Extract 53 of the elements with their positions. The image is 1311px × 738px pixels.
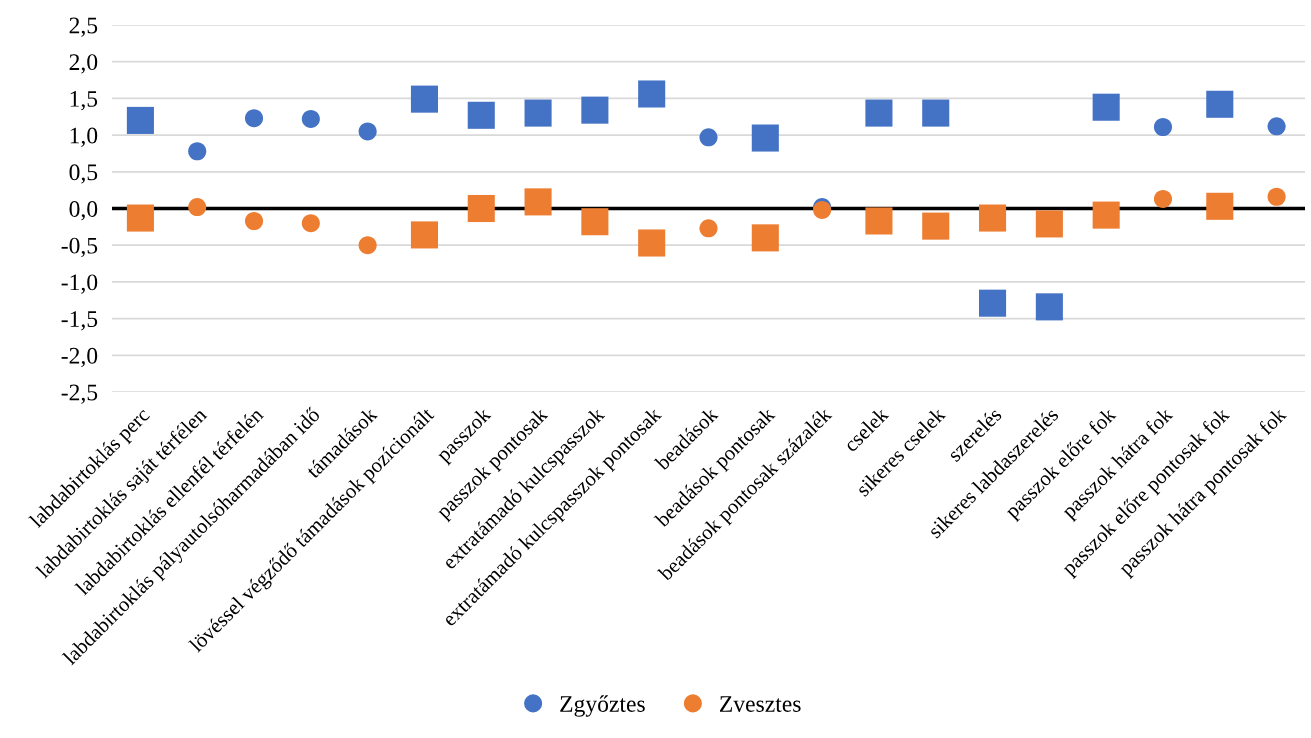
point: [865, 207, 893, 235]
point: [467, 194, 495, 223]
point: [188, 197, 207, 217]
point: [301, 109, 320, 129]
point: [979, 289, 1007, 317]
y-tick-label: -2,0: [61, 347, 98, 368]
legend-label: Zvesztes: [719, 696, 801, 712]
y-tick-label: -1,5: [61, 311, 98, 331]
y-tick-label: 0,5: [69, 164, 98, 184]
y-tick-label: 0,0: [69, 200, 98, 221]
point: [1153, 117, 1173, 137]
point: [126, 106, 154, 134]
point: [1153, 189, 1173, 209]
point: [524, 99, 552, 127]
y-tick-label: 1,0: [70, 127, 98, 147]
point: [1267, 187, 1286, 206]
point: [581, 96, 609, 124]
point: [410, 221, 438, 249]
point: [524, 188, 552, 216]
point: [922, 99, 950, 127]
point: [358, 236, 377, 255]
point: [1206, 192, 1234, 220]
point: [581, 208, 609, 236]
y-tick-label: -2,5: [61, 384, 98, 404]
point: [301, 214, 320, 233]
point: [699, 219, 718, 238]
point: [1035, 293, 1063, 321]
point: [188, 142, 207, 161]
point: [979, 204, 1007, 232]
point: [638, 229, 666, 257]
point: [244, 109, 264, 128]
point: [358, 122, 377, 141]
point: [922, 212, 950, 240]
point: [1092, 201, 1120, 229]
point: [638, 80, 666, 108]
point: [1092, 93, 1120, 121]
y-tick-label: 2,0: [69, 54, 98, 74]
point: [126, 204, 154, 232]
point: [467, 101, 495, 129]
y-tick-label: 2,5: [69, 17, 98, 37]
point: [1206, 90, 1234, 118]
point: [751, 224, 779, 252]
point: [410, 85, 438, 113]
y-tick-label: 1,5: [70, 91, 98, 111]
y-tick-label: -0,5: [61, 237, 98, 258]
point: [1035, 210, 1063, 238]
point: [244, 211, 264, 231]
point: [751, 124, 779, 152]
point: [1267, 117, 1286, 136]
y-tick-label: -1,0: [61, 274, 98, 294]
legend-label: Zgyőztes: [560, 695, 645, 717]
point: [699, 128, 718, 147]
point: [865, 99, 893, 127]
